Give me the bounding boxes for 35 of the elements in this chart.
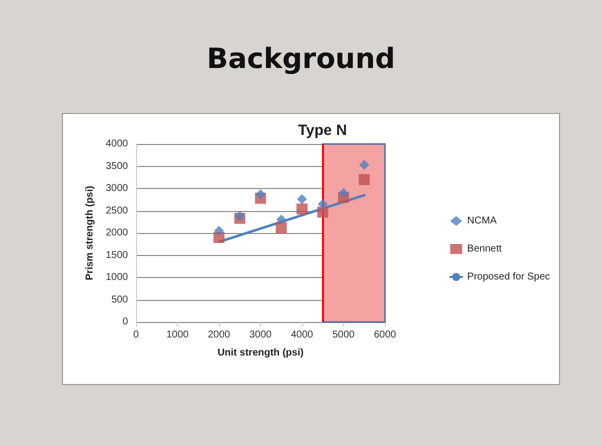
x-tick-label: 2000 [208, 330, 231, 340]
point [297, 194, 307, 204]
y-tick-label: 2000 [106, 228, 128, 238]
y-tick-label: 2500 [106, 205, 128, 216]
x-tick-label: 0 [133, 330, 140, 340]
x-tick-label: 1000 [166, 330, 190, 340]
point [214, 226, 224, 236]
y-tick-label: 1000 [106, 272, 128, 283]
point [317, 206, 328, 218]
y-tick-label: 1500 [106, 250, 128, 261]
point [358, 174, 370, 186]
chart-title: Background [206, 42, 396, 75]
y-tick-label: 4000 [106, 138, 128, 150]
point [296, 203, 308, 214]
legend-label: Bennett [467, 244, 502, 254]
legend-label: NCMA [467, 216, 497, 226]
y-tick-label: 500 [111, 294, 128, 306]
legend-label: Proposed for Spec [467, 272, 550, 282]
point [338, 188, 348, 198]
x-tick-label: 4000 [290, 330, 314, 340]
point [234, 211, 245, 222]
x-tick-label: 6000 [374, 330, 397, 340]
point [276, 214, 286, 225]
x-axis-title: Unit strength (psi) [217, 348, 304, 358]
y-tick-label: 0 [122, 316, 128, 328]
y-tick-label: 3500 [106, 160, 128, 172]
x-tick-label: 5000 [332, 330, 356, 340]
point [276, 222, 287, 234]
point [318, 199, 328, 210]
y-tick-label: 3000 [106, 183, 128, 194]
x-tick-label: 3000 [249, 330, 272, 340]
y-axis-title: Prism strength (psi) [84, 186, 96, 280]
point [359, 160, 370, 170]
chart-subtitle: Type N [298, 122, 347, 139]
point [256, 189, 266, 200]
